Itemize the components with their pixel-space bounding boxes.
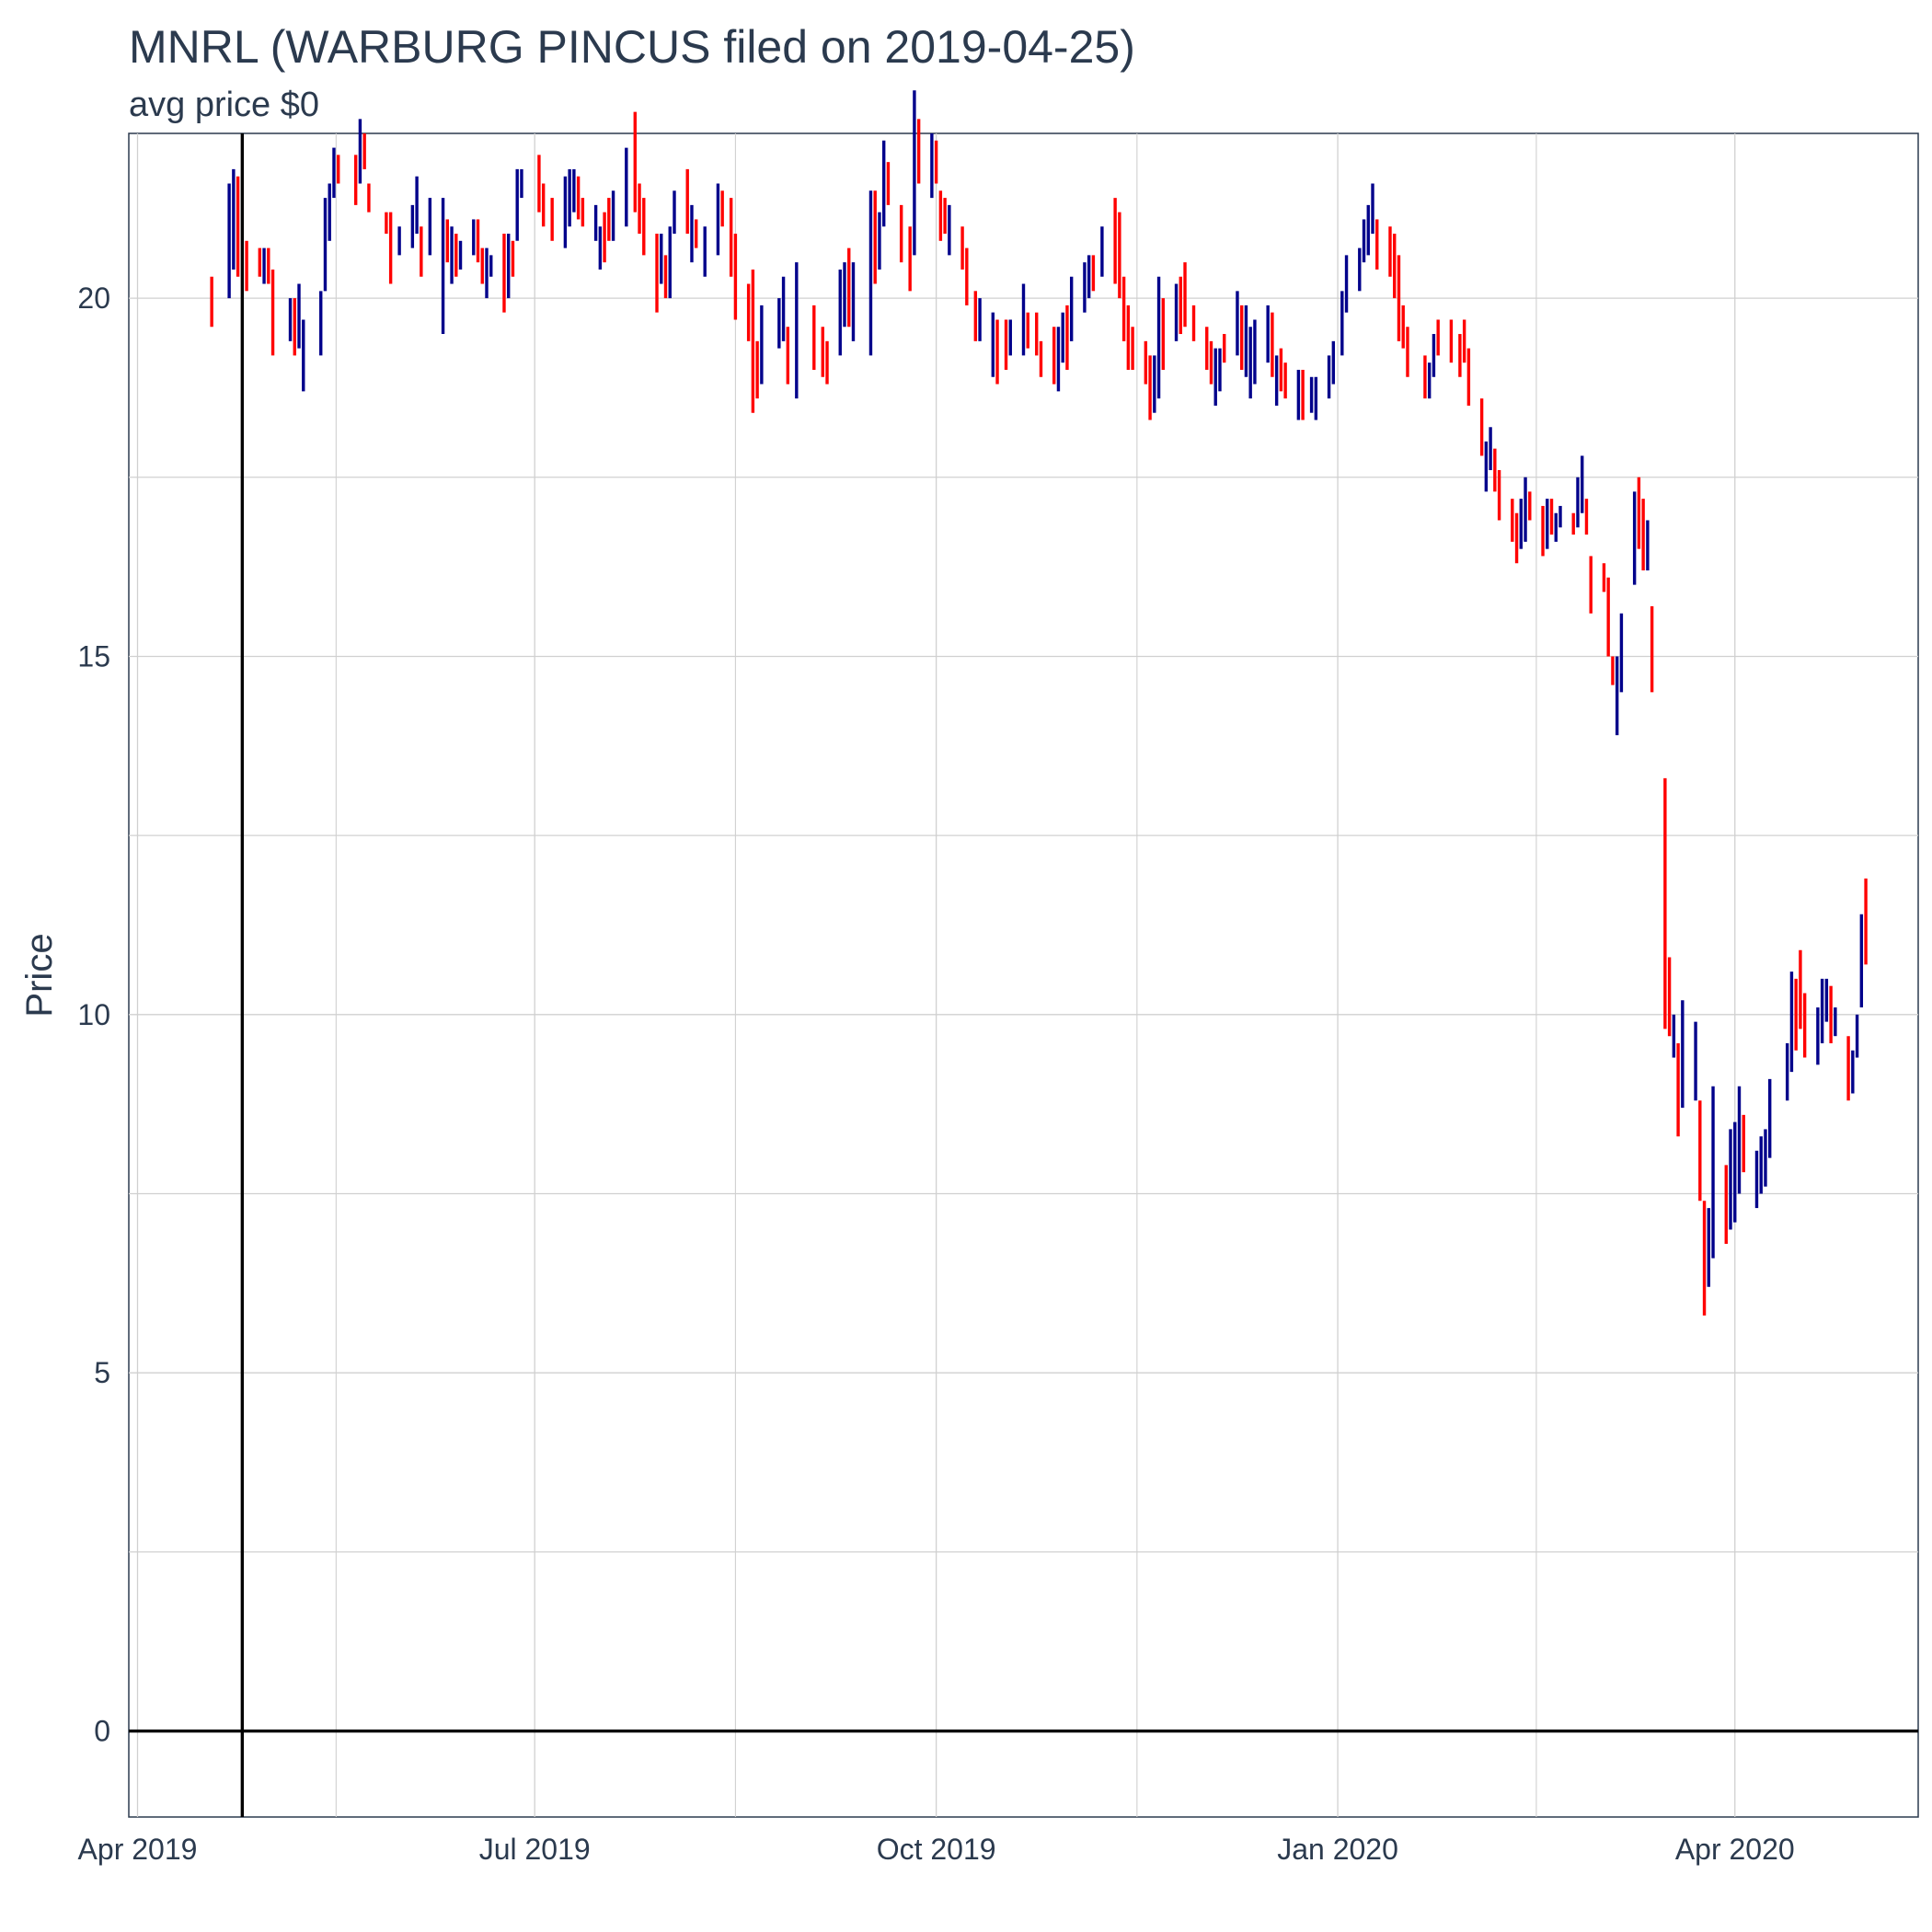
chart-title: MNRL (WARBURG PINCUS filed on 2019-04-25… [129,21,1135,73]
y-tick-label: 10 [77,998,110,1031]
x-tick-label: Apr 2020 [1675,1833,1795,1866]
chart-subtitle: avg price $0 [129,86,319,124]
reference-lines [129,133,1918,1817]
y-tick-label: 5 [94,1356,110,1389]
x-tick-label: Oct 2019 [877,1833,996,1866]
x-tick-label: Jan 2020 [1277,1833,1398,1866]
y-axis-ticks: 0 5 10 15 20 [77,282,110,1747]
y-axis-title: Price [19,933,60,1017]
x-tick-label: Apr 2019 [78,1833,198,1866]
y-tick-label: 20 [77,282,110,315]
y-tick-label: 15 [77,639,110,673]
plot-panel [128,132,1919,1818]
x-tick-label: Jul 2019 [479,1833,591,1866]
grid [129,133,1918,1817]
x-axis-ticks: Apr 2019 Jul 2019 Oct 2019 Jan 2020 Apr 2020 [78,1833,1795,1866]
price-bars [210,90,1868,1316]
y-tick-label: 0 [94,1715,110,1748]
